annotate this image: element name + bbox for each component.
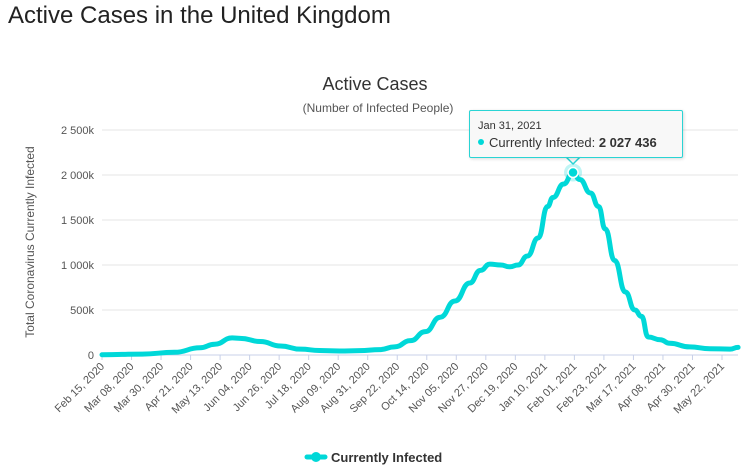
- y-tick-label: 1 000k: [61, 260, 95, 272]
- y-tick-label: 500k: [70, 305, 94, 317]
- y-tick-label: 1 500k: [61, 215, 95, 227]
- y-tick-label: 2 000k: [61, 170, 95, 182]
- series-dot-icon: [478, 139, 484, 145]
- tooltip-date: Jan 31, 2021: [478, 120, 542, 132]
- tooltip-value: 2 027 436: [598, 135, 657, 150]
- chart-subtitle: (Number of Infected People): [303, 101, 454, 115]
- y-tick-label: 0: [88, 350, 94, 362]
- x-tick-label: Feb 15, 2020: [53, 361, 107, 415]
- legend-marker-icon: [311, 452, 321, 462]
- page-title: Active Cases in the United Kingdom: [8, 2, 391, 29]
- chart-title: Active Cases: [322, 74, 427, 94]
- series-line-currently-infected: [99, 170, 741, 358]
- hover-point: [567, 166, 579, 179]
- tooltip-label: Currently Infected:: [489, 135, 596, 150]
- y-axis-label: Total Coronavirus Currently Infected: [23, 146, 37, 337]
- legend-item-currently-infected: Currently Infected: [331, 450, 442, 465]
- tooltip: Jan 31, 2021 Currently Infected: 2 027 4…: [469, 110, 683, 158]
- y-tick-label: 2 500k: [61, 125, 95, 137]
- tooltip-pointer: [564, 156, 582, 166]
